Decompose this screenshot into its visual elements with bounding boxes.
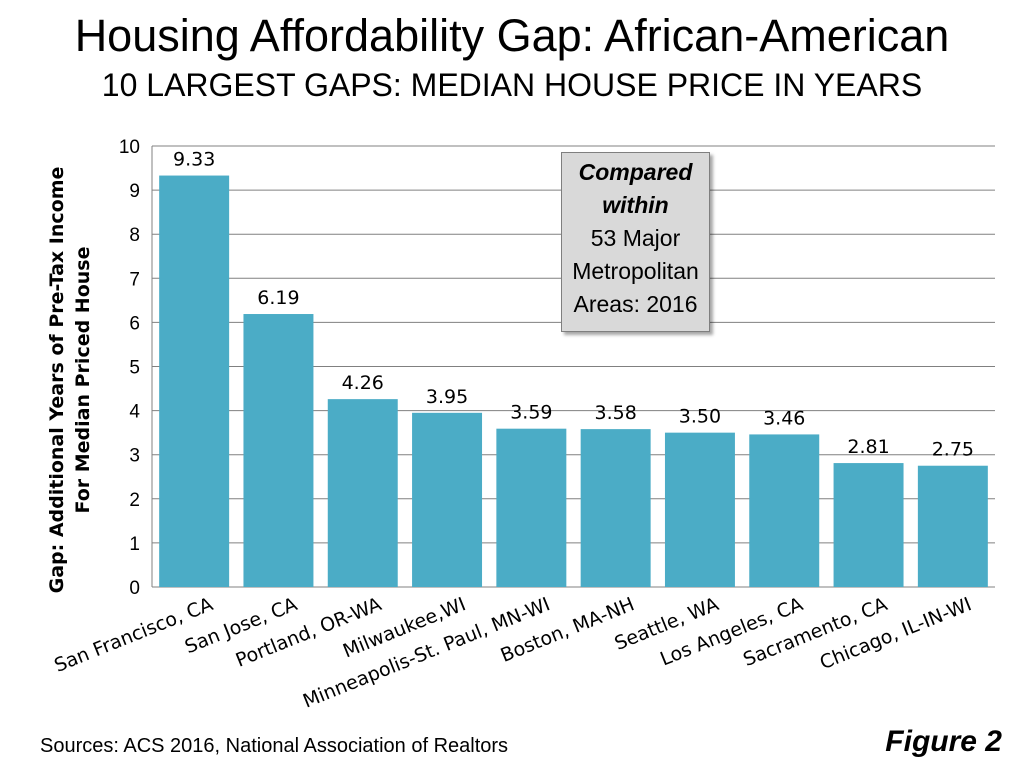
y-tick-label: 3: [129, 446, 140, 467]
y-tick-label: 10: [119, 137, 140, 158]
bar: [833, 463, 904, 587]
y-tick-label: 6: [129, 313, 140, 334]
y-tick-label: 0: [129, 578, 140, 599]
y-tick-label: 9: [129, 181, 140, 202]
callout-box: Compared within 53 Major Metropolitan Ar…: [561, 152, 710, 332]
bar: [327, 399, 398, 587]
data-label: 2.75: [932, 439, 974, 461]
y-tick-label: 5: [129, 358, 140, 379]
callout-line-5: Areas: 2016: [573, 291, 698, 317]
y-axis-label-line-2: For Median Priced House: [72, 246, 94, 514]
y-tick-label: 2: [129, 490, 140, 511]
bar: [412, 412, 483, 587]
data-label: 6.19: [257, 287, 299, 309]
bar: [749, 434, 820, 587]
chart-title: Housing Affordability Gap: African-Ameri…: [74, 10, 950, 61]
y-axis-label-line-1: Gap: Additional Years of Pre-Tax Income: [46, 166, 68, 594]
bar: [580, 429, 651, 587]
bar: [159, 175, 230, 587]
bar: [243, 314, 314, 587]
y-tick-label: 7: [129, 269, 140, 290]
data-label: 2.81: [847, 436, 889, 458]
y-tick-label: 4: [129, 402, 140, 423]
bar: [917, 465, 988, 587]
data-label: 3.50: [679, 406, 721, 428]
y-tick-label: 1: [129, 534, 140, 555]
figure-label: Figure 2: [885, 725, 1002, 758]
chart-subtitle: 10 LARGEST GAPS: MEDIAN HOUSE PRICE IN Y…: [101, 67, 923, 103]
y-axis-label: Gap: Additional Years of Pre-Tax Income …: [44, 160, 96, 600]
data-label: 3.46: [763, 407, 805, 429]
x-tick-label: Los Angeles, CA: [657, 593, 806, 670]
data-label: 9.33: [173, 149, 215, 171]
data-label: 3.95: [426, 386, 468, 408]
callout-line-3: 53 Major: [590, 225, 681, 251]
data-label: 4.26: [342, 372, 384, 394]
source-note: Sources: ACS 2016, National Association …: [40, 735, 509, 757]
callout-line-4: Metropolitan: [572, 258, 699, 284]
data-label: 3.58: [594, 402, 636, 424]
bar: [496, 428, 567, 587]
data-label: 3.59: [510, 402, 552, 424]
y-tick-label: 8: [129, 225, 140, 246]
callout-line-1: Compared: [578, 159, 693, 185]
bar: [664, 432, 735, 587]
callout-line-2: within: [602, 192, 669, 218]
